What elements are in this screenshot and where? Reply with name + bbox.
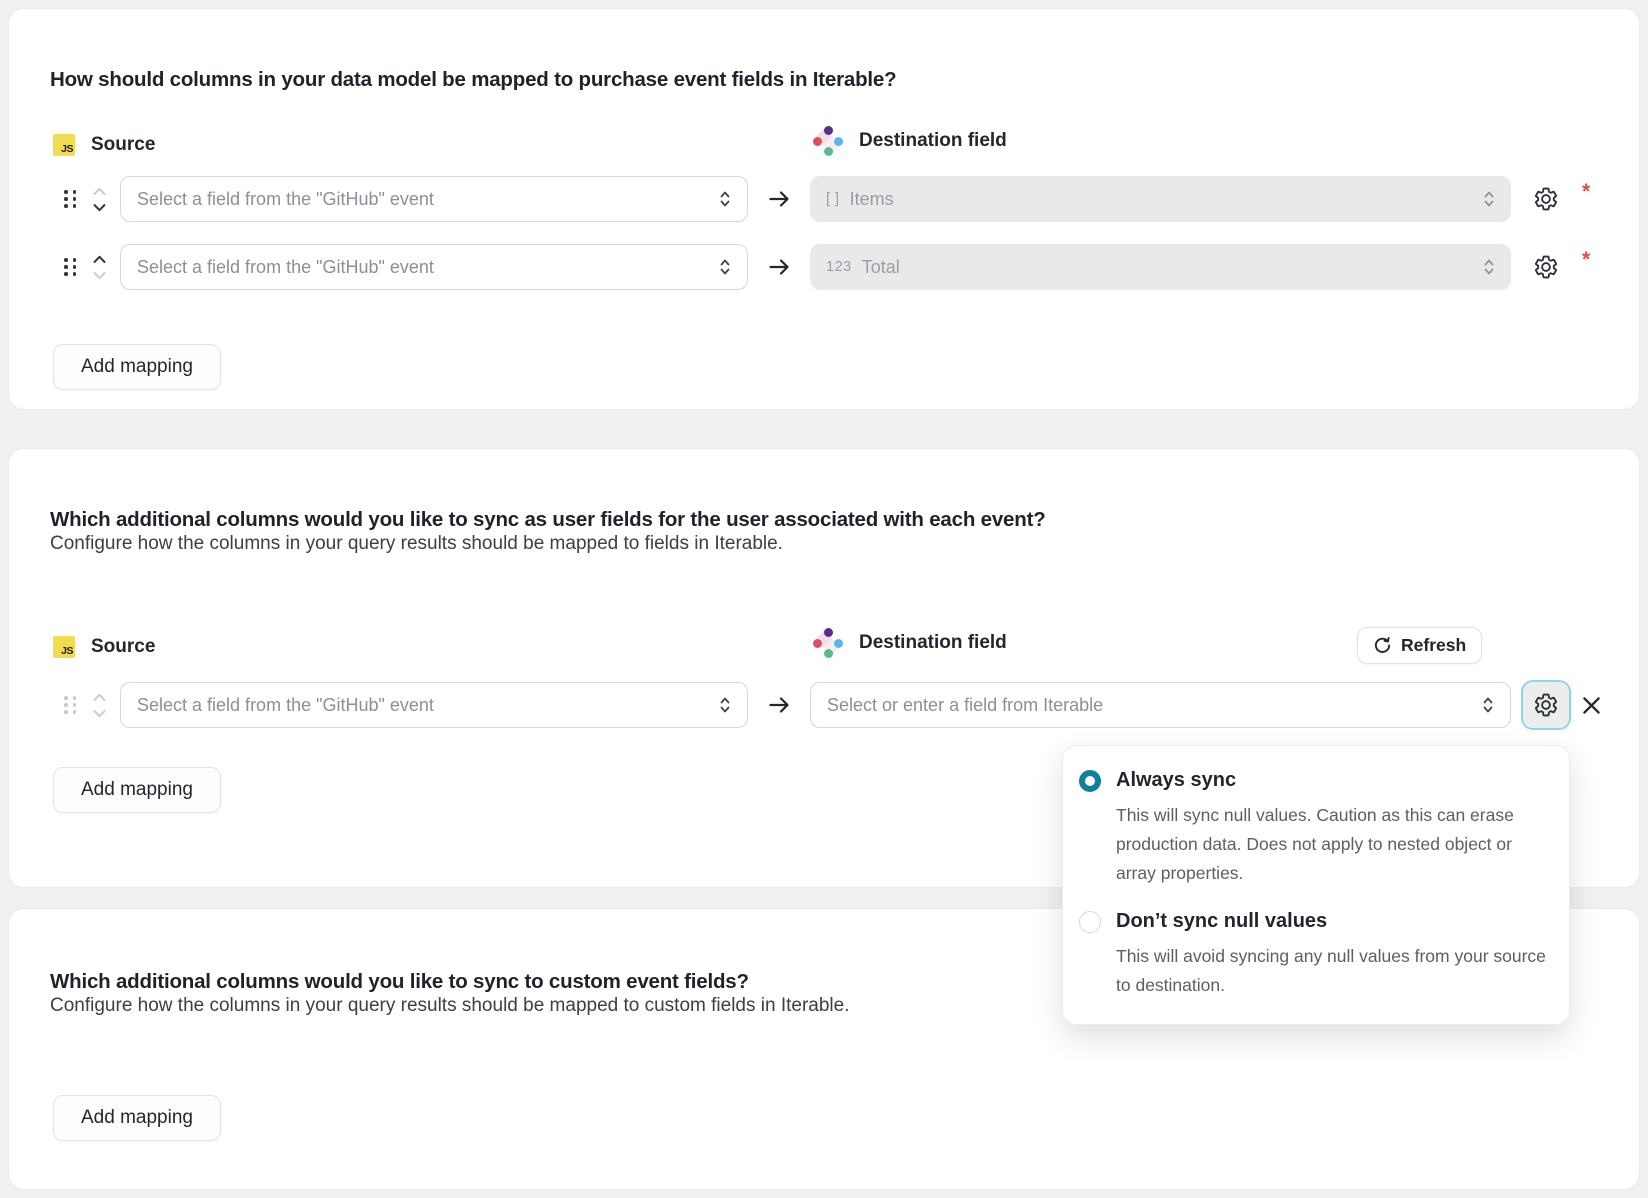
number-type-icon: 123 (826, 259, 852, 275)
sync-option-description: This will sync null values. Caution as t… (1116, 805, 1514, 883)
sync-option-dont-sync-null: Don’t sync null values This will avoid s… (1079, 910, 1546, 1000)
user-fields-mapping-card: Which additional columns would you like … (8, 448, 1640, 888)
radio-dont-sync-null[interactable] (1079, 910, 1101, 933)
source-header: JS Source (53, 130, 155, 160)
mapping-row: Select a field from the "GitHub" event 1… (9, 244, 1590, 290)
iterable-icon (813, 628, 843, 658)
move-down-icon (93, 271, 106, 279)
sync-option-description: This will avoid syncing any null values … (1116, 946, 1546, 995)
source-field-select[interactable]: Select a field from the "GitHub" event (120, 244, 748, 290)
close-icon (1583, 696, 1600, 714)
required-asterisk: * (1582, 180, 1591, 203)
select-chevrons-icon (1483, 697, 1493, 713)
javascript-icon: JS (53, 134, 75, 156)
select-chevrons-icon (1484, 259, 1494, 275)
destination-field-select[interactable]: Select or enter a field from Iterable (810, 682, 1511, 728)
gear-icon[interactable] (1533, 186, 1559, 212)
source-header: JS Source (53, 632, 155, 662)
destination-header: Destination field (813, 126, 1007, 156)
source-field-select[interactable]: Select a field from the "GitHub" event (120, 682, 748, 728)
drag-handle-icon[interactable] (64, 190, 76, 208)
gear-icon[interactable] (1533, 254, 1559, 280)
javascript-icon: JS (53, 636, 75, 658)
destination-header-label: Destination field (859, 130, 1007, 151)
add-mapping-button[interactable]: Add mapping (53, 344, 221, 390)
select-chevrons-icon (1484, 191, 1494, 207)
card-title: How should columns in your data model be… (50, 68, 897, 91)
arrow-right-icon (769, 259, 789, 275)
mapping-row: Select a field from the "GitHub" event [… (9, 176, 1590, 222)
mapping-row: Select a field from the "GitHub" event S… (9, 680, 1603, 730)
radio-always-sync[interactable] (1079, 769, 1101, 792)
gear-icon (1534, 693, 1558, 717)
remove-mapping-button[interactable] (1580, 694, 1603, 717)
source-field-select[interactable]: Select a field from the "GitHub" event (120, 176, 748, 222)
card-title: Which additional columns would you like … (50, 970, 749, 993)
destination-field-select: 123 Total (810, 244, 1511, 290)
add-mapping-button[interactable]: Add mapping (53, 1095, 221, 1141)
drag-handle-icon (64, 696, 76, 714)
sync-option-always: Always sync This will sync null values. … (1079, 769, 1545, 888)
array-type-icon: [ ] (826, 191, 840, 207)
select-chevrons-icon (720, 259, 730, 275)
settings-button[interactable] (1521, 680, 1571, 730)
sync-mode-popover: Always sync This will sync null values. … (1062, 745, 1570, 1025)
move-up-icon[interactable] (93, 255, 106, 264)
required-asterisk: * (1582, 248, 1591, 271)
source-header-label: Source (91, 636, 156, 657)
destination-header: Destination field (813, 628, 1007, 658)
drag-handle-icon[interactable] (64, 258, 76, 276)
refresh-button[interactable]: Refresh (1357, 627, 1483, 664)
move-up-icon (93, 187, 106, 195)
move-down-icon (93, 709, 106, 717)
card-subtitle: Configure how the columns in your query … (50, 533, 783, 554)
card-subtitle: Configure how the columns in your query … (50, 995, 850, 1016)
source-header-label: Source (91, 134, 156, 155)
refresh-icon (1374, 637, 1391, 653)
move-up-icon (93, 693, 106, 701)
iterable-icon (813, 126, 843, 156)
destination-header-label: Destination field (859, 632, 1007, 653)
arrow-right-icon (769, 697, 789, 713)
select-chevrons-icon (720, 191, 730, 207)
add-mapping-button[interactable]: Add mapping (53, 767, 221, 813)
arrow-right-icon (769, 191, 789, 207)
card-title: Which additional columns would you like … (50, 508, 1046, 531)
destination-field-select: [ ] Items (810, 176, 1511, 222)
select-chevrons-icon (720, 697, 730, 713)
move-down-icon[interactable] (93, 203, 106, 212)
purchase-event-mapping-card: How should columns in your data model be… (8, 8, 1640, 410)
